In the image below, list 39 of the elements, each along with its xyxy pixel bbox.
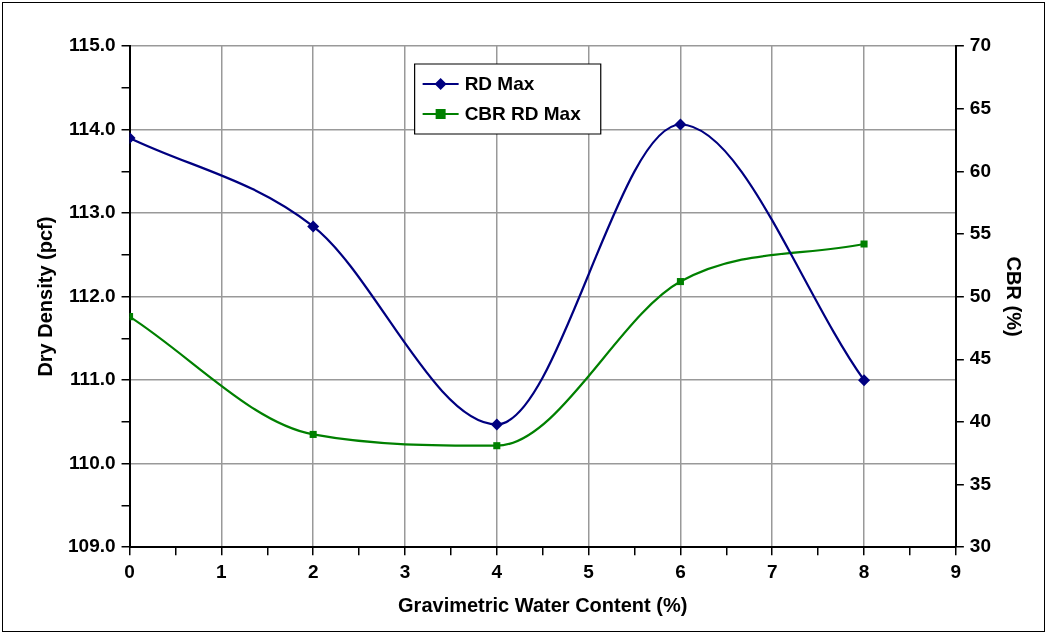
- y2-tick-label: 45: [969, 347, 992, 369]
- x-tick-label: 1: [216, 560, 228, 582]
- y2-axis-title: CBR (%): [1003, 256, 1026, 337]
- point: [493, 442, 501, 450]
- x-tick-label: 9: [950, 560, 962, 582]
- x-tick-label: 5: [583, 560, 595, 582]
- y2-tick-label: 35: [969, 472, 992, 494]
- y2-tick-label: 65: [969, 96, 992, 118]
- x-tick-label: 3: [399, 560, 411, 582]
- x-tick-label: 2: [307, 560, 319, 582]
- point: [676, 278, 684, 286]
- y-tick-label: 111.0: [70, 368, 116, 390]
- y-axis-title: Dry Density (pcf): [33, 216, 56, 377]
- x-tick-label: 4: [491, 560, 503, 582]
- x-tick-label: 0: [124, 560, 135, 582]
- legend-label: CBR RD Max: [464, 103, 582, 125]
- y2-tick-label: 55: [969, 222, 992, 244]
- y-tick-label: 112.0: [69, 284, 116, 306]
- legend-label: RD Max: [464, 73, 535, 95]
- y-tick-label: 114.0: [69, 117, 116, 139]
- x-tick-label: 7: [766, 560, 778, 582]
- y-tick-label: 109.0: [68, 535, 116, 557]
- point: [490, 418, 503, 431]
- y2-tick-label: 70: [969, 34, 992, 56]
- y-tick-label: 113.0: [69, 201, 116, 223]
- point: [860, 240, 868, 248]
- y2-tick-label: 50: [969, 284, 992, 306]
- point: [309, 430, 317, 438]
- x-tick-label: 6: [675, 560, 686, 582]
- point: [858, 374, 871, 387]
- x-axis-title: Gravimetric Water Content (%): [398, 593, 688, 616]
- y2-tick-label: 30: [969, 535, 992, 557]
- point: [674, 118, 687, 131]
- point: [307, 220, 320, 233]
- y-tick-label: 115.0: [69, 34, 116, 56]
- y-tick-label: 110.0: [69, 451, 116, 473]
- y2-tick-label: 60: [969, 159, 992, 181]
- y2-tick-label: 40: [969, 410, 992, 432]
- x-tick-label: 8: [858, 560, 870, 582]
